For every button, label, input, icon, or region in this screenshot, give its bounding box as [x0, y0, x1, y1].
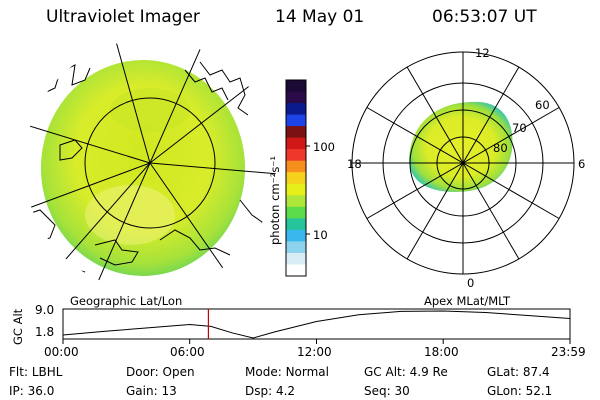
altitude-xtick-1800: 18:00	[424, 345, 459, 359]
right-map-caption: Apex MLat/MLT	[424, 294, 511, 308]
dsp-field: Dsp: 4.2	[245, 384, 296, 398]
door-field: Door: Open	[126, 365, 195, 379]
door-value: Open	[162, 365, 195, 379]
colorbar-segment	[286, 91, 306, 104]
gc-alt-value: 4.9 Re	[409, 365, 448, 379]
colorbar-segment	[286, 195, 306, 208]
left-map-caption: Geographic Lat/Lon	[70, 294, 183, 308]
filter-field: Flt: LBHL	[9, 365, 63, 379]
altitude-ytick-9: 9.0	[35, 303, 55, 317]
seq-value: 30	[394, 384, 410, 398]
colorbar-segment	[286, 172, 306, 185]
polar-map	[351, 51, 575, 275]
ip-field: IP: 36.0	[9, 384, 55, 398]
altitude-xtick-1200: 12:00	[297, 345, 332, 359]
altitude-ytick-1-8: 1.8	[35, 325, 55, 339]
altitude-plot	[62, 308, 571, 344]
colorbar-segment	[286, 229, 306, 242]
mode-value: Normal	[285, 365, 329, 379]
gc-alt-field: GC Alt: 4.9 Re	[364, 365, 448, 379]
colorbar-tick-100: 100	[313, 140, 335, 154]
gain-field: Gain: 13	[126, 384, 177, 398]
mlt-label-12: 12	[475, 46, 490, 60]
altitude-ticks	[62, 339, 571, 344]
colorbar-segment	[286, 183, 306, 196]
mlat-label-70: 70	[512, 121, 527, 135]
colorbar-segment	[286, 126, 306, 139]
altitude-xtick-0600: 06:00	[170, 345, 205, 359]
mlt-label-18: 18	[347, 157, 362, 171]
colorbar-segment	[286, 252, 306, 265]
colorbar-segment	[286, 218, 306, 231]
glon-field: GLon: 52.1	[487, 384, 553, 398]
colorbar-segment	[286, 80, 306, 93]
colorbar-segment	[286, 114, 306, 127]
dsp-value: 4.2	[275, 384, 296, 398]
colorbar-segment	[286, 103, 306, 116]
time-label: 06:53:07 UT	[432, 7, 537, 27]
ip-value: 36.0	[27, 384, 55, 398]
glon-value: 52.1	[525, 384, 553, 398]
altitude-xtick-0000: 00:00	[44, 345, 79, 359]
colorbar-unit-label: photon cm⁻²s⁻¹	[268, 156, 282, 245]
altitude-xtick-2359: 23:59	[551, 345, 586, 359]
mlat-label-80: 80	[493, 141, 508, 155]
colorbar-tick-10: 10	[313, 228, 328, 242]
colorbar-segment	[286, 264, 306, 277]
seq-field: Seq: 30	[364, 384, 410, 398]
mode-field: Mode: Normal	[245, 365, 329, 379]
auroral-oval	[409, 101, 513, 192]
colorbar-ticks	[306, 145, 310, 235]
colorbar-segment	[286, 160, 306, 173]
colorbar-segment	[286, 137, 306, 150]
geographic-map	[24, 39, 276, 291]
mlt-label-6: 6	[578, 157, 586, 171]
mlat-label-60: 60	[535, 98, 550, 112]
filter-value: LBHL	[31, 365, 63, 379]
instrument-title: Ultraviolet Imager	[46, 7, 200, 27]
gain-value: 13	[161, 384, 177, 398]
colorbar-segment	[286, 241, 306, 254]
colorbar-segment	[286, 149, 306, 162]
altitude-curve	[62, 310, 571, 339]
colorbar-frame	[285, 79, 307, 277]
date-label: 14 May 01	[275, 7, 365, 27]
glat-value: 87.4	[522, 365, 550, 379]
altitude-ylabel: GC Alt	[11, 308, 25, 345]
colorbar	[285, 79, 307, 277]
colorbar-segment	[286, 206, 306, 219]
polar-grid	[351, 51, 575, 275]
glat-field: GLat: 87.4	[487, 365, 550, 379]
mlt-label-0: 0	[467, 276, 475, 290]
